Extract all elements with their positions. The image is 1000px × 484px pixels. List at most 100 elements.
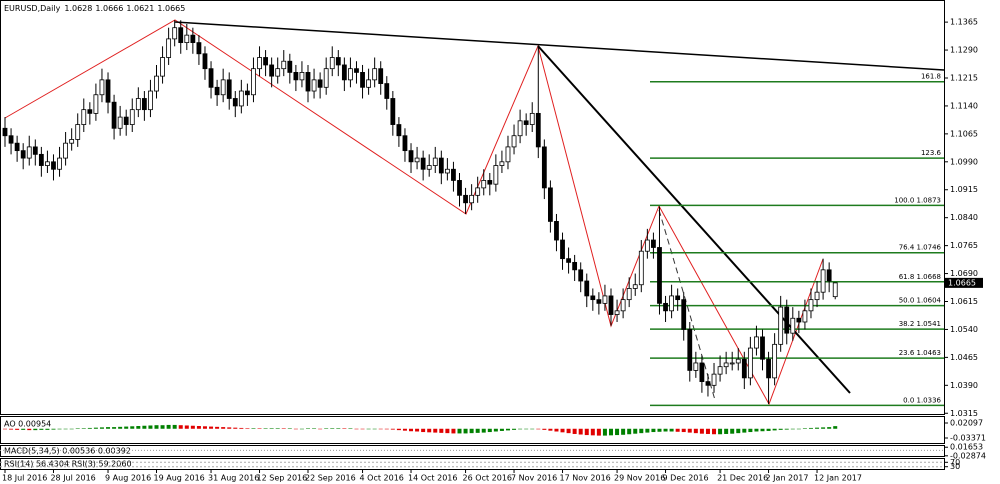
x-tick-label: 14 Oct 2016 [408,474,457,483]
candle-body [111,101,117,129]
x-tick-label: 7 Nov 2016 [511,474,557,483]
y-tick-label: 1.1290 [950,46,978,55]
ao-bar [396,428,401,431]
candle-body [178,27,184,44]
trend-line [174,21,945,71]
candle-body [408,150,414,163]
ao-bar [760,428,765,432]
candle-body [293,72,299,81]
ao-bar [215,426,220,429]
ao-bar [463,428,468,434]
ao-bar [372,428,377,430]
price-box [945,277,983,288]
ao-bar [245,428,250,429]
candle-body [384,83,390,99]
fib-label: 61.8 1.0668 [899,273,941,281]
candle-body [432,157,438,166]
ao-bar [99,427,104,429]
candle-body [117,116,123,129]
candle-body [57,157,62,170]
candle-body [75,124,81,140]
dashed-line [658,209,716,401]
ao-bar [724,428,729,434]
candle-body [705,381,711,386]
candle-body [741,358,747,379]
candle-body [584,280,590,297]
ao-bar [748,428,753,433]
candle-body [366,79,372,88]
candle-body [154,75,159,92]
ao-bar [578,428,583,435]
candle-body [166,38,172,58]
ao-bar [451,428,456,434]
ao-bar [609,428,613,436]
ao-bar [136,426,141,429]
candle-body [832,282,838,298]
x-tick-label: 12 Sep 2016 [257,474,308,483]
ao-bar [675,428,680,432]
ao-bar [63,428,68,430]
candle-body [614,310,620,315]
x-tick-label: 17 Nov 2016 [560,474,611,483]
open: 1.0628 [64,4,92,13]
candle-body [99,79,105,96]
y-tick-label: 1.1365 [950,18,978,27]
x-tick-label: 31 Aug 2016 [208,474,259,483]
ao-bar [287,428,292,429]
ao-bar [439,428,444,433]
ao-bar [821,427,826,429]
close: 1.0665 [157,4,185,13]
ao-bar [275,428,280,429]
ao-bar [663,428,668,432]
y-tick-label: -0.02874 [950,451,986,460]
ao-bar [348,428,353,429]
y-tick-label: 1.0915 [950,185,978,194]
y-tick-label: 1.0315 [950,409,978,418]
candle-body [651,239,656,248]
fib-label: 38.2 1.0541 [899,320,941,328]
ao-bar [402,428,407,431]
candle-body [529,112,535,125]
high: 1.0666 [95,4,123,13]
y-tick-label: 1.0990 [950,157,978,166]
ao-bar [112,427,117,429]
ao-bar [384,428,389,430]
candle-body [663,302,668,312]
candle-body [499,161,505,166]
candle-body [438,157,444,174]
candle-body [238,90,244,107]
ao-bar [3,428,7,430]
ao-bar [572,428,577,434]
candle-body [45,161,50,166]
x-tick-label: 2 Jan 2017 [766,474,809,483]
ao-bar [178,425,183,429]
candle-body [378,68,384,84]
ao-bar [499,428,504,431]
candle-body [669,295,674,312]
ao-bar [693,428,698,434]
ao-bar [257,428,262,429]
ao-bar [754,428,759,432]
y-tick-label: 1.0615 [950,297,978,306]
candle-body [717,366,723,375]
ao-bar [227,427,232,429]
candle-body [760,336,765,360]
candle-body [747,347,753,379]
ao-bar [306,428,310,429]
ao-bar [627,428,632,435]
ao-bar [815,427,820,429]
ao-bar [202,426,207,429]
ao-bar [445,428,450,434]
ao-bar [124,426,129,429]
candle-body [372,68,378,81]
candle-body [402,135,408,152]
ao-bar [39,428,44,430]
ao-bar [421,428,426,433]
ao-bar [148,425,153,429]
ao-bar [621,428,626,435]
ao-bar [378,428,383,430]
candle-body [578,269,584,282]
candle-body [69,139,75,144]
candle-body [123,116,129,125]
y-tick-label: 1.0390 [950,381,978,390]
